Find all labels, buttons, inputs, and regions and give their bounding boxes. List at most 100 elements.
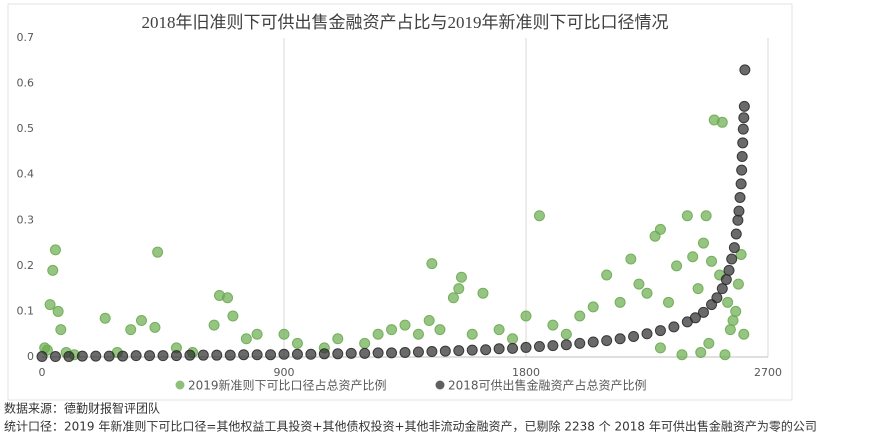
point	[152, 246, 164, 258]
chart-frame	[7, 3, 793, 401]
point	[720, 274, 732, 286]
point	[737, 123, 749, 135]
point	[719, 349, 731, 361]
point	[625, 253, 637, 265]
point	[722, 296, 734, 308]
y-tick-label: 0.3	[17, 213, 35, 226]
point	[614, 296, 626, 308]
point	[184, 349, 196, 361]
legend-label: 2019新准则下可比口径占总资产比例	[188, 378, 387, 393]
point	[676, 349, 688, 361]
point	[412, 346, 424, 358]
point	[628, 330, 640, 342]
point	[697, 306, 709, 318]
point	[520, 310, 532, 322]
point	[117, 350, 129, 362]
point	[703, 337, 715, 349]
point	[103, 350, 115, 362]
point	[738, 112, 750, 124]
point	[332, 348, 344, 360]
point	[734, 192, 746, 203]
point	[49, 244, 61, 256]
point	[439, 345, 451, 357]
point	[52, 305, 64, 317]
point	[238, 349, 250, 361]
point	[278, 348, 290, 360]
point	[654, 223, 666, 235]
point	[736, 150, 748, 162]
point	[735, 248, 747, 260]
point	[412, 328, 424, 340]
legend-label: 2018可供出售金融资产占总资产比例	[448, 378, 647, 393]
point	[695, 346, 707, 358]
point	[737, 137, 749, 149]
y-tick-label: 0.1	[17, 304, 35, 317]
point	[36, 351, 48, 363]
point	[663, 296, 675, 308]
x-tick-label: 2700	[754, 366, 782, 379]
point	[423, 315, 435, 327]
point	[601, 335, 613, 347]
point	[547, 340, 559, 352]
point	[453, 283, 465, 295]
point	[507, 342, 519, 354]
y-tick-label: 0.2	[17, 259, 35, 272]
point	[170, 350, 182, 362]
point	[426, 346, 438, 358]
point	[251, 349, 263, 361]
point	[434, 324, 446, 336]
point	[426, 258, 438, 270]
point	[654, 325, 666, 337]
point	[732, 278, 744, 290]
point	[90, 350, 102, 362]
x-tick-label: 1800	[512, 366, 540, 379]
point	[208, 319, 220, 331]
point	[493, 343, 505, 355]
point	[692, 283, 704, 295]
point	[533, 210, 545, 222]
point	[723, 264, 735, 276]
point	[716, 116, 728, 128]
point	[227, 310, 239, 322]
point	[359, 347, 371, 359]
point	[700, 210, 712, 222]
point	[291, 348, 303, 360]
point	[633, 278, 645, 290]
point	[724, 324, 736, 336]
point	[135, 315, 147, 327]
point	[44, 299, 56, 311]
point	[533, 341, 545, 353]
point	[453, 345, 465, 357]
y-tick-label: 0.7	[17, 31, 35, 44]
point	[466, 344, 478, 356]
point	[466, 328, 478, 340]
point	[520, 341, 532, 353]
point	[587, 301, 599, 313]
point	[560, 339, 572, 351]
point	[641, 328, 653, 340]
point	[76, 350, 88, 362]
point	[728, 242, 740, 254]
point	[144, 350, 156, 362]
point	[493, 324, 505, 336]
point	[733, 205, 745, 217]
footnote: 统计口径：2019 年新准则下可比口径=其他权益工具投资+其他债权投资+其他非流…	[4, 419, 817, 434]
point	[386, 347, 398, 359]
point	[574, 337, 586, 349]
point	[697, 237, 709, 249]
point	[386, 324, 398, 336]
point	[372, 328, 384, 340]
point	[738, 328, 750, 340]
point	[480, 344, 492, 356]
point	[49, 351, 61, 363]
footnote: 数据来源：德勤财报智评团队	[4, 401, 160, 416]
point	[99, 312, 111, 324]
point	[157, 350, 169, 362]
legend-marker	[175, 380, 185, 390]
chart-title: 2018年旧准则下可供出售金融资产占比与2019年新准则下可比口径情况	[142, 13, 669, 32]
point	[507, 333, 519, 345]
point	[739, 64, 751, 76]
point	[730, 228, 742, 240]
